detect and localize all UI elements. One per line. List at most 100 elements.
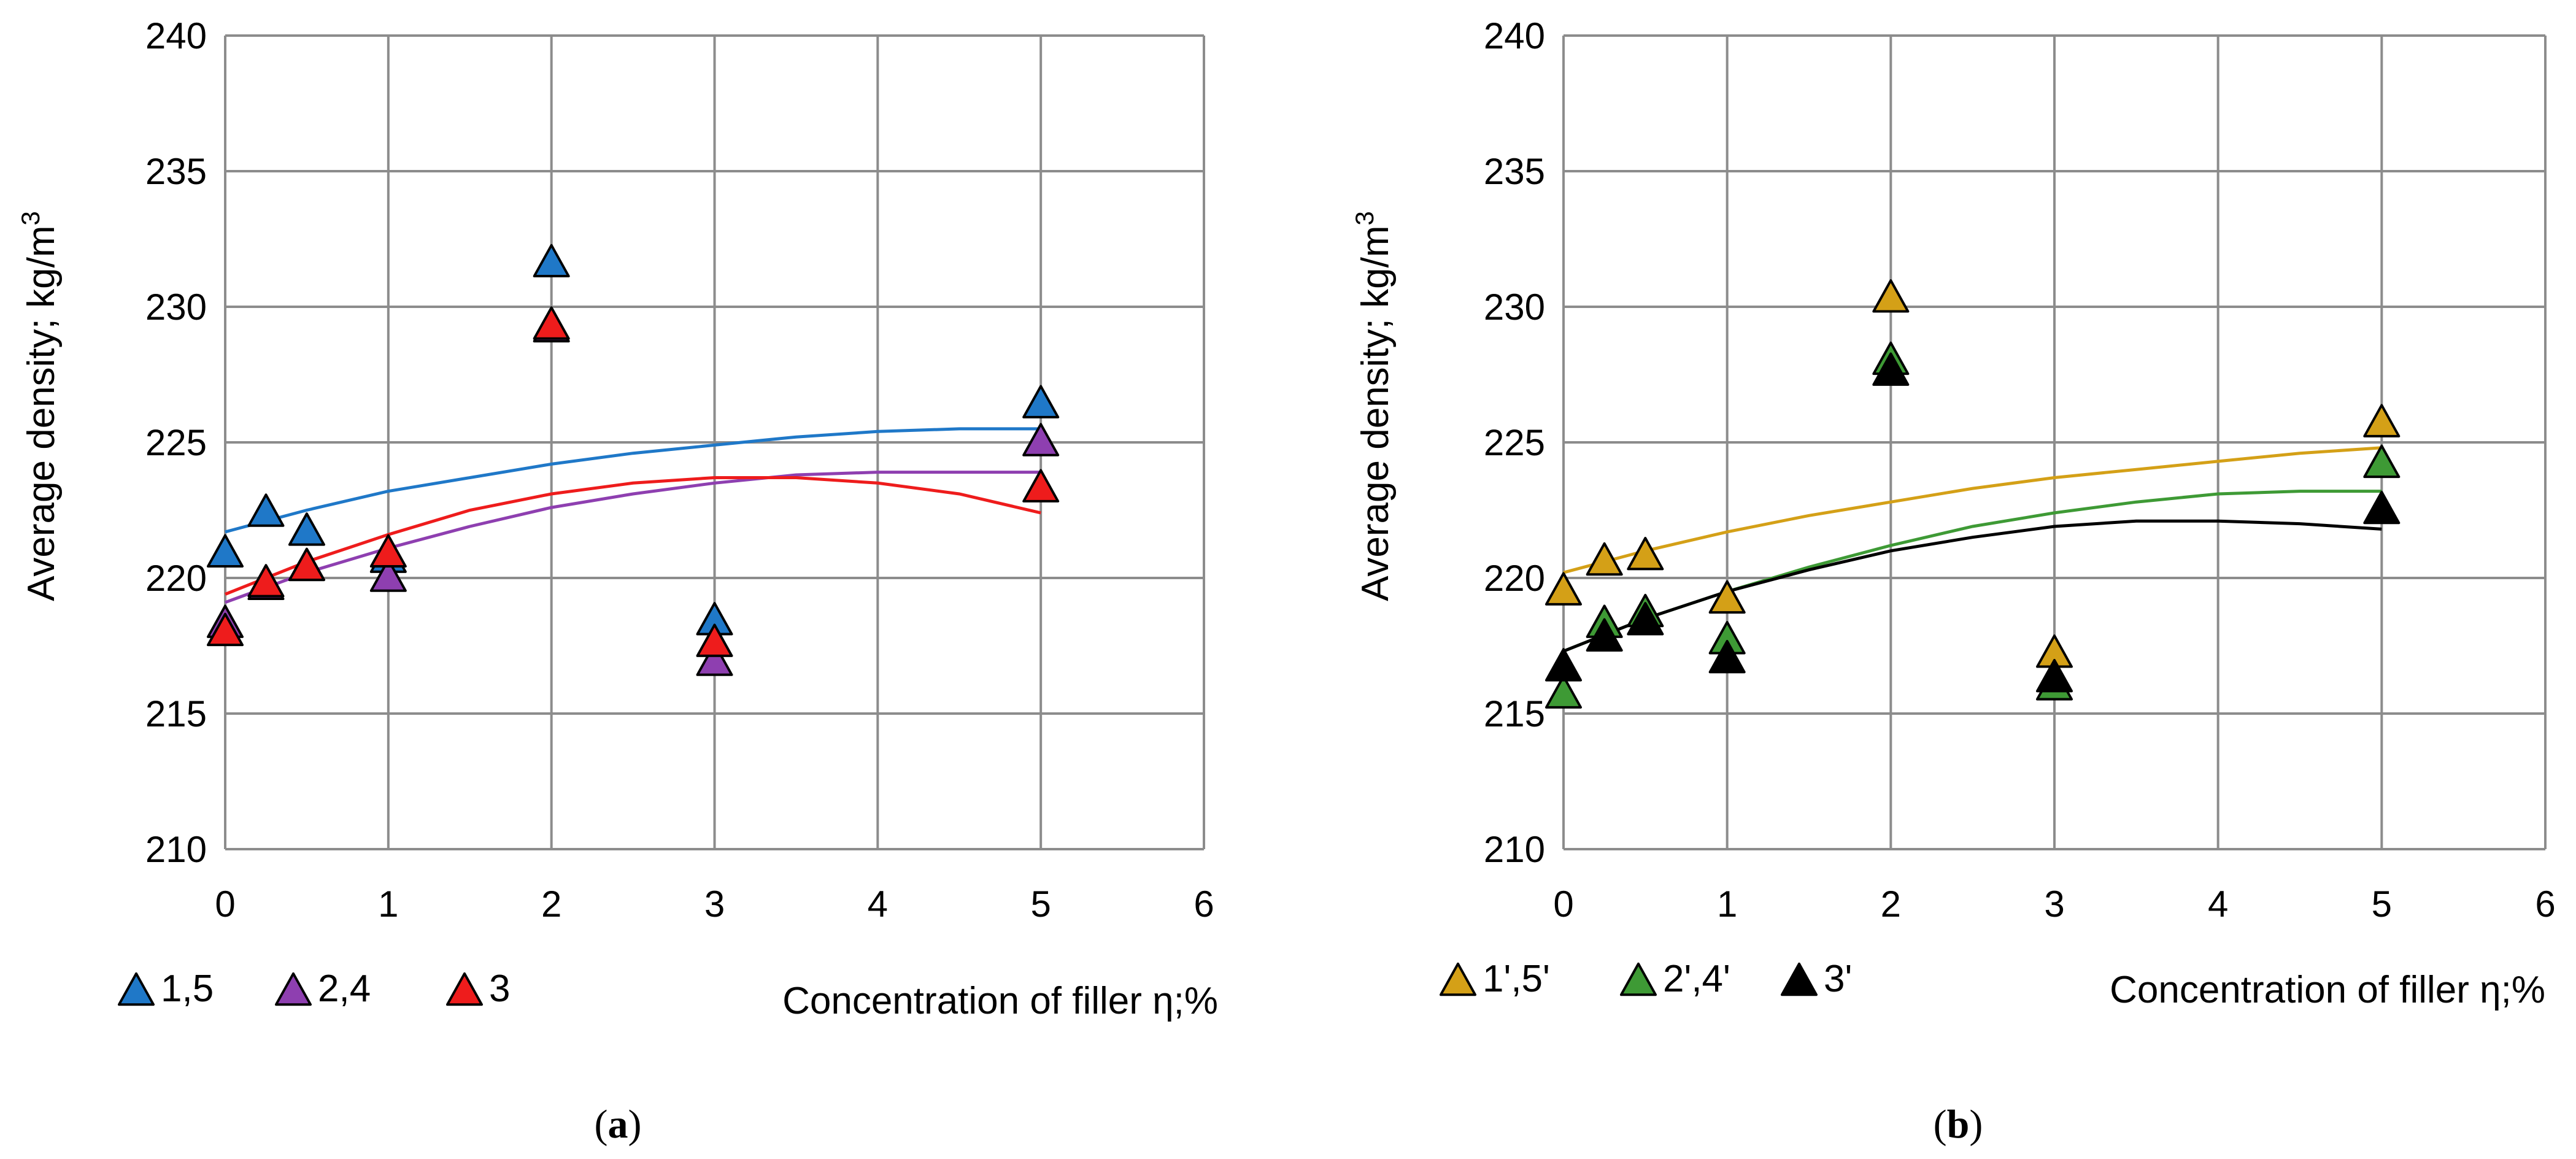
data-point	[2363, 490, 2401, 525]
panel-caption: (b)	[1934, 1102, 1983, 1147]
data-point	[288, 512, 325, 546]
legend-label: 3'	[1824, 958, 1852, 1000]
x-tick-labels: 0 1 2 3 4 5 6	[1553, 884, 2555, 925]
data-point	[1586, 618, 1623, 652]
y-tick-labels: 210 215 220 225 230 235 240	[1484, 15, 1545, 870]
legend-label: 1,5	[161, 968, 214, 1010]
legend-label: 1',5'	[1483, 958, 1550, 1000]
y-axis-label: Average density; kg/m3	[16, 211, 63, 601]
data-points	[207, 244, 1060, 676]
data-point	[1872, 279, 1910, 313]
x-tick-label: 2	[541, 884, 561, 925]
chart-panel-a: 2 1 0 215 220 225 230 235 240 0 1 2 3 4 5 6 Average de…	[16, 15, 1218, 1147]
data-point	[2363, 404, 2401, 437]
trend-line	[225, 476, 1041, 596]
trend-lines	[1563, 446, 2382, 653]
data-point	[1627, 602, 1664, 636]
y-tick-label: 220	[1484, 558, 1545, 599]
trend-line	[1563, 519, 2382, 653]
gridlines	[224, 34, 1205, 850]
x-tick-label: 5	[1030, 884, 1051, 925]
data-point	[1022, 423, 1060, 456]
data-point	[1545, 675, 1582, 709]
y-tick-label: 220	[145, 558, 207, 599]
x-axis-label: Concentration of filler η;%	[2110, 969, 2545, 1011]
legend-marker	[275, 972, 312, 1006]
legend-label: 2,4	[318, 968, 371, 1010]
legend-marker	[1781, 962, 1818, 996]
legend-marker	[446, 972, 483, 1006]
x-tick-label: 0	[1553, 884, 1573, 925]
y-tick-label: 230	[145, 287, 207, 328]
panel-caption: (a)	[595, 1102, 642, 1147]
caption-open: (	[1934, 1102, 1947, 1147]
y-tick-label: 210	[1484, 829, 1545, 870]
x-tick-label: 2	[1881, 884, 1901, 925]
trend-line	[1563, 490, 2382, 653]
data-points	[1545, 279, 2401, 709]
caption-open: (	[595, 1102, 608, 1147]
x-tick-label: 6	[1194, 884, 1214, 925]
data-point	[1708, 580, 1746, 614]
y-axis-label-text: Average density; kg/m	[1354, 226, 1397, 601]
caption-letter: a	[608, 1102, 628, 1147]
legend: 1',5' 2',4' 3'	[1440, 958, 1852, 1000]
y-axis-label-superscript: 3	[1350, 211, 1379, 225]
x-tick-label: 4	[2208, 884, 2228, 925]
x-tick-label: 0	[215, 884, 235, 925]
y-tick-labels: 210 215 220 225 230 235 240	[145, 15, 207, 870]
x-tick-labels: 0 1 2 3 4 5 6	[215, 884, 1214, 925]
legend-marker	[1620, 962, 1657, 996]
data-point	[696, 642, 733, 676]
legend-marker	[118, 972, 155, 1006]
y-tick-label: 225	[145, 422, 207, 463]
data-point	[1627, 537, 1664, 571]
x-tick-label: 4	[868, 884, 888, 925]
x-tick-label: 1	[378, 884, 398, 925]
y-axis-label-superscript: 3	[16, 211, 45, 225]
trend-line	[1563, 446, 2382, 574]
data-point	[369, 558, 407, 592]
y-tick-label: 240	[145, 15, 207, 56]
data-point	[207, 534, 244, 568]
y-tick-label: 235	[145, 151, 207, 192]
data-point	[247, 564, 285, 598]
x-tick-label: 3	[704, 884, 725, 925]
data-point	[1708, 639, 1746, 674]
x-axis-label: Concentration of filler η;%	[782, 980, 1218, 1022]
data-point	[1545, 572, 1582, 606]
y-axis-label: Average density; kg/m3	[1350, 211, 1397, 601]
data-point	[247, 493, 285, 527]
legend-label: 2',4'	[1663, 958, 1730, 1000]
x-tick-label: 1	[1717, 884, 1737, 925]
caption-close: )	[1969, 1102, 1983, 1147]
gridlines	[1562, 34, 2547, 850]
data-point	[207, 612, 244, 647]
y-tick-label: 235	[1484, 151, 1545, 192]
data-point	[533, 244, 570, 278]
x-tick-label: 3	[2044, 884, 2064, 925]
data-point	[369, 534, 407, 568]
data-point	[1022, 469, 1060, 502]
data-point	[1872, 352, 1910, 386]
y-tick-label: 240	[1484, 15, 1545, 56]
y-axis-label-text: Average density; kg/m	[20, 226, 63, 601]
data-point	[696, 623, 733, 657]
data-point	[533, 306, 570, 340]
x-tick-label: 5	[2372, 884, 2392, 925]
x-tick-label: 6	[2535, 884, 2555, 925]
data-point	[1586, 542, 1623, 576]
chart-panel-b: 210 215 220 225 230 235 240 0 1 2 3 4 5 6 Average de…	[1350, 15, 2556, 1147]
y-tick-label: 225	[1484, 422, 1545, 463]
trend-line	[225, 427, 1041, 534]
legend: 1,5 2,4 3	[118, 968, 510, 1010]
data-point	[288, 547, 325, 582]
y-tick-label: 215	[1484, 693, 1545, 734]
caption-close: )	[628, 1102, 642, 1147]
legend-marker	[1440, 962, 1476, 996]
y-tick-label: 215	[145, 693, 207, 734]
y-tick-label: 230	[1484, 287, 1545, 328]
data-point	[1022, 385, 1060, 418]
trend-lines	[225, 427, 1041, 604]
